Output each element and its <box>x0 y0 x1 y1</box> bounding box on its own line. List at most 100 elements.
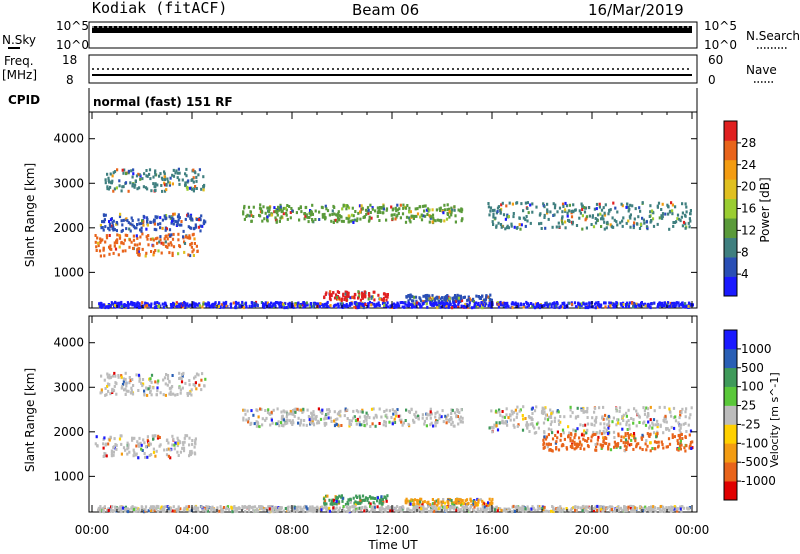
range-cell <box>118 508 121 512</box>
range-cell <box>250 421 253 425</box>
range-cell <box>130 389 133 393</box>
range-cell <box>146 219 149 223</box>
range-cell <box>614 442 617 446</box>
range-cell <box>456 298 459 302</box>
range-cell <box>625 205 628 209</box>
range-cell <box>464 499 467 503</box>
range-cell <box>465 498 469 502</box>
range-cell <box>474 500 477 504</box>
range-cell <box>678 217 681 221</box>
range-cell <box>378 297 382 301</box>
range-cell <box>671 203 674 207</box>
range-cell <box>358 420 361 424</box>
range-cell <box>163 178 167 181</box>
range-cell <box>147 509 150 513</box>
range-cell <box>621 224 624 228</box>
range-cell <box>442 303 445 307</box>
range-cell <box>339 302 342 306</box>
range-cell <box>388 420 391 424</box>
range-cell <box>439 206 442 210</box>
range-cell <box>632 447 635 451</box>
range-cell <box>529 422 533 426</box>
range-cell <box>584 507 587 511</box>
range-cell <box>173 509 176 513</box>
range-cell <box>114 443 117 446</box>
range-cell <box>658 216 661 220</box>
range-cell <box>246 213 249 217</box>
velocity-ylabel: Slant Range [km] <box>23 368 37 472</box>
range-cell <box>388 507 391 511</box>
range-cell <box>175 304 179 308</box>
range-cell <box>422 294 425 298</box>
range-cell <box>495 409 498 413</box>
range-cell <box>343 414 346 418</box>
range-cell <box>622 419 625 422</box>
range-cell <box>546 210 549 214</box>
range-cell <box>585 505 588 509</box>
range-cell <box>138 510 141 513</box>
range-cell <box>466 507 469 511</box>
range-cell <box>312 423 316 427</box>
range-cell <box>633 510 636 513</box>
range-cell <box>383 303 386 307</box>
range-cell <box>177 252 180 256</box>
range-cell <box>398 304 401 308</box>
range-cell <box>123 238 126 242</box>
range-cell <box>178 244 181 248</box>
range-cell <box>605 430 608 434</box>
range-cell <box>595 301 598 305</box>
range-cell <box>554 434 557 437</box>
range-cell <box>300 508 303 512</box>
range-cell <box>329 304 332 307</box>
range-cell <box>124 249 127 253</box>
range-cell <box>498 408 501 412</box>
range-cell <box>451 502 454 506</box>
range-cell <box>278 506 281 510</box>
range-cell <box>252 505 255 509</box>
range-cell <box>291 305 294 309</box>
range-cell <box>490 425 493 429</box>
range-cell <box>309 421 312 425</box>
range-cell <box>431 299 434 303</box>
range-cell <box>606 220 609 224</box>
range-cell <box>163 189 167 193</box>
range-cell <box>168 379 171 383</box>
range-cell <box>172 232 175 236</box>
range-cell <box>546 509 549 513</box>
range-cell <box>406 499 409 503</box>
range-cell <box>222 506 226 509</box>
range-cell <box>507 416 510 420</box>
range-cell <box>352 416 355 420</box>
range-cell <box>186 302 189 306</box>
range-cell <box>603 220 606 224</box>
range-cell <box>178 302 181 306</box>
range-cell <box>663 420 666 424</box>
range-cell <box>160 184 163 187</box>
range-cell <box>168 251 171 255</box>
range-cell <box>103 214 106 218</box>
range-cell <box>226 505 230 509</box>
range-cell <box>666 203 669 207</box>
range-cell <box>460 296 463 300</box>
range-cell <box>421 500 425 504</box>
range-cell <box>207 505 210 509</box>
range-cell <box>210 305 213 309</box>
range-cell <box>416 301 419 305</box>
range-cell <box>135 506 138 510</box>
range-cell <box>594 406 597 410</box>
range-cell <box>491 209 494 212</box>
range-cell <box>159 222 162 226</box>
range-cell <box>197 173 200 177</box>
range-cell <box>591 215 594 219</box>
range-cell <box>348 508 351 512</box>
range-cell <box>136 304 139 308</box>
range-cell <box>600 505 603 509</box>
range-cell <box>476 509 479 513</box>
range-cell <box>679 413 682 417</box>
range-cell <box>372 507 375 511</box>
range-cell <box>615 407 618 410</box>
range-cell <box>113 170 117 174</box>
range-cell <box>360 304 363 308</box>
range-cell <box>631 204 634 208</box>
range-cell <box>597 304 601 308</box>
